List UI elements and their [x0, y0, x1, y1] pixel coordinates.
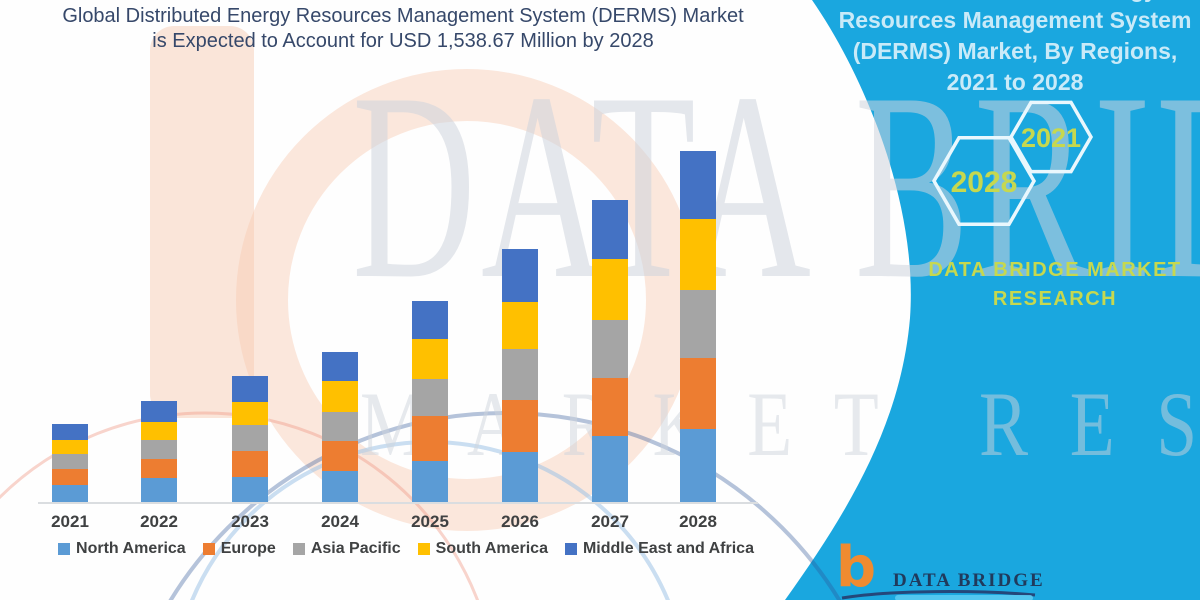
headline-line1: Global Distributed Energy Resources Mana…: [62, 5, 744, 27]
segment-middle-east-and-africa-2026: [502, 249, 538, 302]
segment-asia-pacific-2022: [141, 440, 177, 460]
logo-teal-underline: [895, 595, 1033, 600]
chart-legend: North America Europe Asia Pacific South Ame…: [40, 540, 772, 558]
segment-middle-east-and-africa-2028: [680, 151, 716, 220]
segment-europe-2023: [232, 450, 268, 477]
teal-panel-shape: [785, 0, 1200, 600]
headline: Global Distributed Energy Resources Mana…: [14, 4, 792, 54]
x-axis-line: [38, 502, 758, 504]
segment-south-america-2025: [412, 339, 448, 380]
segment-asia-pacific-2024: [322, 411, 358, 441]
segment-middle-east-and-africa-2025: [412, 301, 448, 340]
hexagon-2021-label: 2021: [1021, 123, 1081, 153]
segment-south-america-2024: [322, 380, 358, 412]
segment-europe-2026: [502, 400, 538, 452]
x-axis-label-2027: 2027: [591, 512, 629, 531]
segment-europe-2025: [412, 416, 448, 461]
panel-brand-text: DATA BRIDGE MARKET RESEARCH: [905, 256, 1200, 314]
hexagon-2028-label: 2028: [951, 166, 1018, 199]
legend-label-middle-east-and-africa: Middle East and Africa: [582, 540, 754, 557]
segment-europe-2022: [141, 459, 177, 478]
segment-asia-pacific-2021: [52, 453, 88, 469]
segment-north-america-2027: [592, 436, 628, 502]
legend-swatch-south-america: [417, 543, 430, 555]
segment-north-america-2023: [232, 476, 268, 502]
segment-south-america-2021: [52, 439, 88, 454]
panel-heading-line2: (DERMS) Market, By Regions,: [852, 38, 1178, 64]
segment-north-america-2021: [52, 484, 88, 502]
segment-middle-east-and-africa-2027: [592, 200, 628, 260]
legend-item-asia-pacific: Asia Pacific: [292, 540, 401, 558]
segment-south-america-2023: [232, 401, 268, 425]
segment-south-america-2022: [141, 422, 177, 441]
bar-2021: [52, 423, 88, 502]
segment-north-america-2026: [502, 452, 538, 502]
legend-swatch-asia-pacific: [292, 543, 305, 555]
segment-asia-pacific-2027: [592, 320, 628, 379]
segment-asia-pacific-2028: [680, 290, 716, 359]
x-axis-label-2023: 2023: [231, 512, 269, 531]
hexagons-graphic: 2028 2021: [931, 100, 1094, 227]
segment-south-america-2026: [502, 301, 538, 349]
x-axis-label-2024: 2024: [321, 512, 359, 531]
legend-swatch-north-america: [58, 543, 71, 555]
segment-north-america-2022: [141, 478, 177, 502]
segment-middle-east-and-africa-2021: [52, 423, 88, 440]
bar-2024: [322, 351, 358, 502]
bar-2023: [232, 375, 268, 502]
segment-europe-2024: [322, 440, 358, 471]
bar-2028: [680, 151, 716, 502]
segment-south-america-2028: [680, 219, 716, 291]
panel-heading: Global Distributed Energy Resources Mana…: [828, 0, 1200, 98]
segment-north-america-2024: [322, 471, 358, 502]
legend-swatch-middle-east-and-africa: [564, 543, 577, 555]
panel-heading-line1: Resources Management System: [838, 7, 1192, 33]
legend-item-south-america: South America: [417, 540, 548, 558]
logo-swoosh-icon: [841, 590, 1036, 600]
segment-europe-2021: [52, 468, 88, 485]
headline-line2: is Expected to Account for USD 1,538.67 …: [152, 30, 654, 52]
legend-label-asia-pacific: Asia Pacific: [310, 540, 401, 557]
segment-middle-east-and-africa-2022: [141, 401, 177, 423]
legend-swatch-europe: [202, 543, 215, 555]
bar-2025: [412, 301, 448, 502]
legend-label-north-america: North America: [76, 540, 186, 557]
x-axis-label-2021: 2021: [51, 512, 89, 531]
x-axis-label-2028: 2028: [679, 512, 717, 531]
hexagon-2028: [931, 135, 1037, 227]
segment-asia-pacific-2023: [232, 424, 268, 451]
panel-brand-line1: DATA BRIDGE MARKET: [928, 259, 1182, 281]
legend-item-europe: Europe: [202, 540, 276, 558]
logo-wordmark: DATA BRIDGE: [893, 570, 1045, 591]
legend-label-south-america: South America: [435, 540, 548, 557]
segment-north-america-2025: [412, 460, 448, 502]
hexagon-2021: [1008, 100, 1094, 174]
panel-brand-line2: RESEARCH: [992, 288, 1118, 310]
segment-europe-2027: [592, 378, 628, 437]
segment-north-america-2028: [680, 429, 716, 502]
legend-item-middle-east-and-africa: Middle East and Africa: [564, 540, 754, 558]
segment-europe-2028: [680, 358, 716, 429]
bar-2027: [592, 200, 628, 502]
logo-b-icon: b: [836, 535, 877, 600]
segment-middle-east-and-africa-2023: [232, 375, 268, 402]
segment-middle-east-and-africa-2024: [322, 351, 358, 381]
segment-south-america-2027: [592, 259, 628, 321]
data-bridge-logo: b DATA BRIDGE: [830, 540, 1060, 600]
x-axis-label-2026: 2026: [501, 512, 539, 531]
panel-heading-line3: 2021 to 2028: [946, 69, 1084, 95]
segment-asia-pacific-2025: [412, 379, 448, 417]
bar-2026: [502, 249, 538, 502]
panel-heading-clipped-line: Global Distributed Energy: [828, 0, 1200, 5]
bar-2022: [141, 401, 177, 502]
x-axis-label-2025: 2025: [411, 512, 449, 531]
segment-asia-pacific-2026: [502, 348, 538, 400]
legend-item-north-america: North America: [58, 540, 186, 558]
legend-label-europe: Europe: [220, 540, 276, 557]
x-axis-label-2022: 2022: [140, 512, 178, 531]
